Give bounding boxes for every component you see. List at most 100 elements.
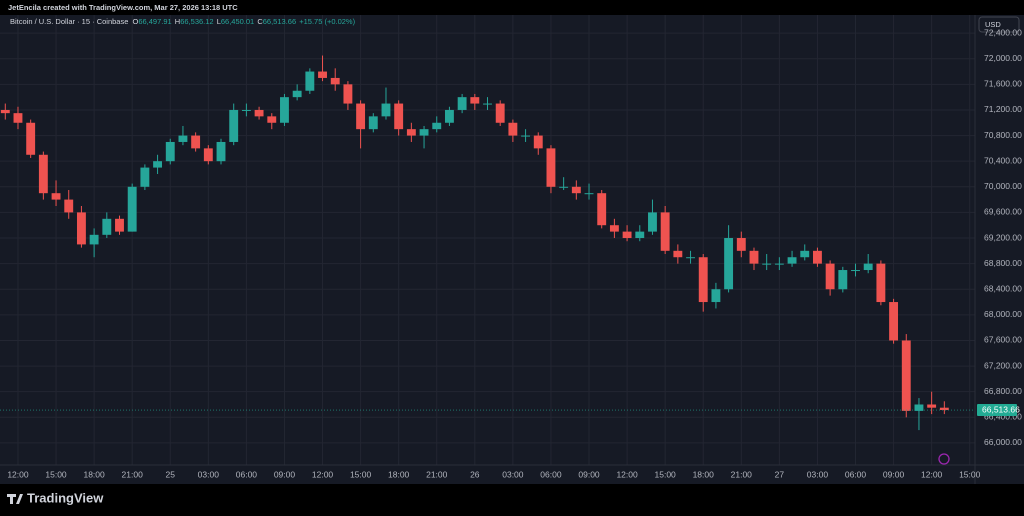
- legend-symbol: Bitcoin / U.S. Dollar · 15 · Coinbase: [10, 17, 128, 26]
- candle-body: [749, 250, 759, 264]
- brand-name: TradingView: [27, 490, 104, 505]
- candle-body: [153, 161, 163, 168]
- candle-body: [229, 109, 239, 142]
- x-tick-label: 15:00: [45, 469, 67, 479]
- x-tick-label: 18:00: [388, 469, 410, 479]
- candle-body: [64, 199, 74, 213]
- legend-value: 66,497.91: [138, 17, 171, 26]
- currency-button[interactable]: [978, 16, 1020, 33]
- legend-key: C: [257, 17, 263, 26]
- candle-body: [648, 212, 657, 232]
- candle-body: [13, 113, 23, 123]
- candle-body: [825, 263, 835, 290]
- candle-body: [774, 263, 784, 265]
- y-tick-label: 72,000.00: [984, 53, 1022, 63]
- candle-body: [241, 109, 251, 111]
- candle-body: [178, 135, 188, 142]
- y-tick-label: 70,800.00: [984, 130, 1022, 140]
- candle-body: [280, 97, 289, 123]
- y-tick-label: 66,400.00: [984, 412, 1022, 422]
- candle-body: [444, 109, 454, 123]
- candle-body: [38, 154, 48, 194]
- candle-body: [863, 263, 873, 271]
- candle-body: [939, 407, 949, 411]
- x-tick-label: 03:00: [502, 469, 524, 479]
- candle-body: [533, 135, 543, 149]
- x-tick-label: 21:00: [731, 469, 753, 479]
- candle-body: [698, 257, 708, 303]
- legend-key: H: [175, 17, 180, 26]
- candle-body: [292, 90, 302, 98]
- candle-body: [584, 193, 594, 195]
- x-tick-label: 15:00: [655, 469, 677, 479]
- x-tick-label: 15:00: [350, 469, 372, 479]
- brand-logo[interactable]: TradingView: [7, 490, 104, 505]
- brand-icon: [7, 494, 23, 504]
- candle-body: [914, 404, 924, 411]
- candle-body: [343, 84, 353, 104]
- candle-body: [483, 103, 492, 105]
- x-tick-label: 06:00: [236, 469, 258, 479]
- candle-body: [267, 116, 277, 123]
- candle-body: [736, 238, 746, 251]
- candle-body: [216, 141, 226, 162]
- candle-body: [673, 250, 683, 258]
- x-tick-label: 18:00: [693, 469, 715, 479]
- candle-body: [394, 103, 404, 130]
- x-tick-label: 03:00: [198, 469, 220, 479]
- legend-key: L: [217, 17, 221, 26]
- candle-body: [609, 225, 619, 232]
- last-price-label: 66,513.66: [982, 404, 1020, 414]
- x-tick-label: 12:00: [921, 469, 943, 479]
- candle-body: [711, 289, 721, 303]
- legend-value: 66,450.01: [221, 17, 254, 26]
- candle-body: [597, 193, 607, 226]
- x-tick-label: 25: [166, 469, 176, 479]
- candle-body: [508, 122, 518, 136]
- candle-body: [191, 135, 201, 149]
- y-tick-label: 68,000.00: [984, 309, 1022, 319]
- legend: Bitcoin / U.S. Dollar · 15 · Coinbase O6…: [10, 17, 356, 26]
- candle-body: [127, 186, 137, 232]
- replay-icon[interactable]: [938, 453, 950, 465]
- candle-body: [812, 250, 822, 264]
- candle-body: [559, 186, 569, 188]
- y-tick-label: 69,200.00: [984, 232, 1022, 242]
- candle-body: [89, 234, 99, 245]
- y-tick-label: 70,400.00: [984, 155, 1022, 165]
- candle-body: [406, 129, 416, 136]
- candle-body: [165, 141, 175, 162]
- candle-body: [318, 71, 327, 78]
- candle-body: [787, 257, 797, 264]
- y-tick-label: 67,600.00: [984, 335, 1022, 345]
- currency-label[interactable]: USD: [985, 20, 1001, 29]
- candle-body: [254, 109, 264, 117]
- candle-body: [889, 302, 899, 341]
- x-tick-label: 06:00: [540, 469, 562, 479]
- legend-change: +15.75 (+0.02%): [299, 17, 355, 26]
- attribution: JetEncila created with TradingView.com, …: [8, 3, 238, 12]
- y-tick-label: 68,800.00: [984, 258, 1022, 268]
- candle-body: [102, 218, 112, 235]
- candle-body: [521, 135, 531, 137]
- candles: [0, 55, 949, 431]
- candle-body: [368, 116, 378, 130]
- x-tick-label: 12:00: [616, 469, 638, 479]
- candle-body: [546, 148, 556, 187]
- x-tick-label: 03:00: [807, 469, 829, 479]
- candle-body: [26, 122, 36, 155]
- y-tick-label: 70,000.00: [984, 181, 1022, 191]
- candle-body: [203, 148, 213, 162]
- candle-body: [851, 270, 860, 272]
- x-tick-label: 12:00: [7, 469, 29, 479]
- candle-body: [495, 103, 505, 123]
- candle-body: [635, 231, 645, 239]
- candle-body: [724, 238, 734, 290]
- last-price-box: [977, 404, 1017, 417]
- x-tick-label: 21:00: [122, 469, 144, 479]
- legend-key: O: [132, 17, 138, 26]
- candle-body: [800, 250, 810, 258]
- x-tick-label: 27: [775, 469, 785, 479]
- candle-body: [876, 263, 886, 303]
